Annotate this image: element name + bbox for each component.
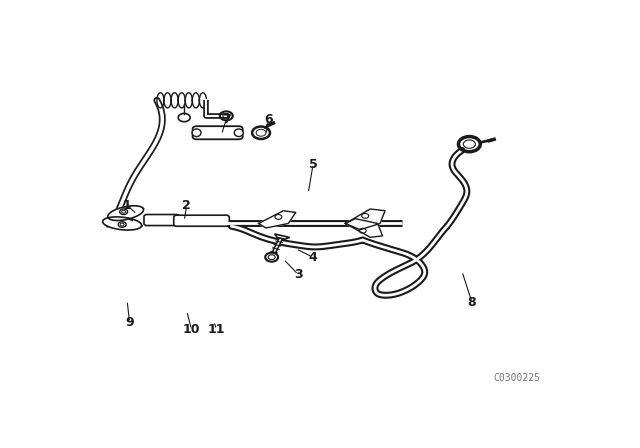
- Text: 1: 1: [123, 199, 131, 212]
- Text: 6: 6: [264, 113, 273, 126]
- Text: 9: 9: [125, 316, 134, 329]
- Text: 4: 4: [308, 251, 317, 264]
- Text: 11: 11: [207, 323, 225, 336]
- FancyBboxPatch shape: [193, 126, 243, 139]
- Circle shape: [265, 253, 278, 262]
- Polygon shape: [346, 209, 385, 230]
- Polygon shape: [102, 217, 141, 230]
- Text: 10: 10: [183, 323, 200, 336]
- Text: 8: 8: [468, 296, 476, 309]
- Text: 7: 7: [222, 113, 230, 126]
- Text: 3: 3: [294, 268, 303, 281]
- Circle shape: [118, 222, 126, 227]
- Polygon shape: [108, 206, 143, 220]
- FancyBboxPatch shape: [173, 215, 229, 226]
- Ellipse shape: [192, 129, 201, 137]
- Text: C0300225: C0300225: [493, 373, 540, 383]
- FancyBboxPatch shape: [144, 215, 180, 225]
- Polygon shape: [259, 211, 296, 228]
- Polygon shape: [346, 219, 383, 237]
- Text: 2: 2: [182, 199, 191, 212]
- Circle shape: [120, 209, 127, 215]
- Ellipse shape: [234, 129, 243, 137]
- Text: 5: 5: [308, 158, 317, 171]
- Polygon shape: [275, 234, 290, 239]
